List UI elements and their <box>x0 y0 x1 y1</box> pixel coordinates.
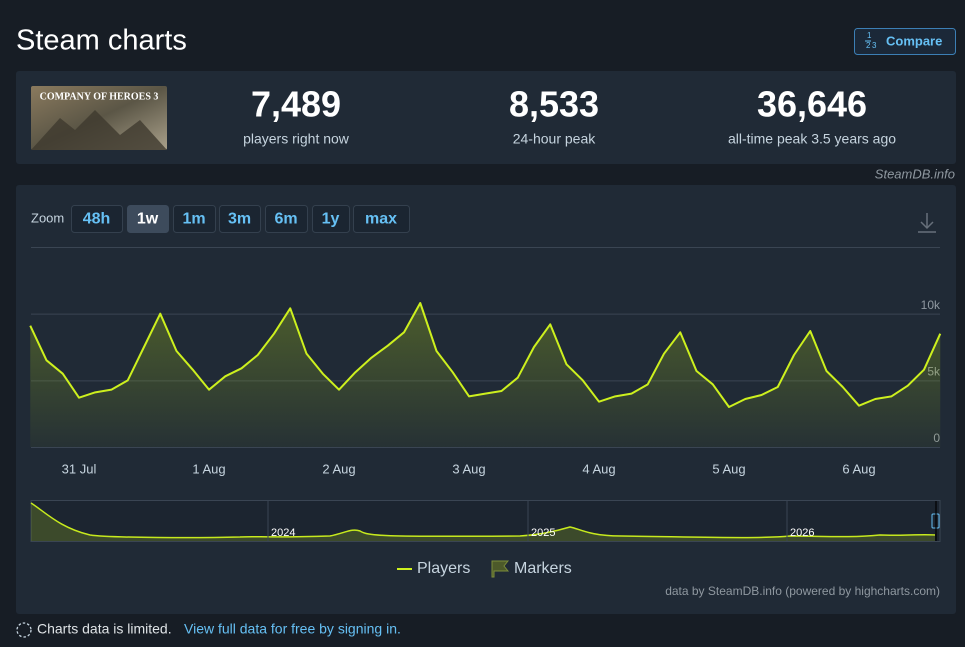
zoom-button-frame[interactable] <box>219 205 261 233</box>
zoom-button-frame[interactable] <box>265 205 308 233</box>
x-tick-label: 2 Aug <box>322 461 355 476</box>
x-tick-label: 5 Aug <box>712 461 745 476</box>
zoom-button-frame[interactable] <box>127 205 169 233</box>
zoom-button-label[interactable]: max <box>365 211 397 228</box>
x-tick-label: 3 Aug <box>452 461 485 476</box>
zoom-button-frame[interactable] <box>312 205 350 233</box>
stat-label: all-time peak 3.5 years ago <box>728 131 896 147</box>
source-label: SteamDB.info <box>875 166 955 181</box>
page-title: Steam charts <box>16 25 187 57</box>
zoom-button-frame[interactable] <box>173 205 216 233</box>
compare-icon: 2 <box>866 41 871 50</box>
game-image-art <box>31 110 167 150</box>
zoom-button-frame[interactable] <box>353 205 410 233</box>
stats-panel <box>16 71 956 164</box>
zoom-button[interactable]: 3m <box>219 205 261 233</box>
stat-label: players right now <box>243 131 350 147</box>
legend: Players <box>397 560 470 577</box>
legend-label[interactable]: Players <box>417 560 470 577</box>
stat-label: 24-hour peak <box>513 131 597 147</box>
compare-icon: 3 <box>872 41 877 50</box>
zoom-buttons: 48h 1w 1m 3m 6m 1y max <box>71 205 410 233</box>
navigator-label: 2025 <box>531 527 555 539</box>
compare-button-frame[interactable] <box>854 28 956 55</box>
zoom-button[interactable]: max <box>353 205 410 233</box>
zoom-button-label[interactable]: 1m <box>182 211 205 228</box>
navigator-line <box>30 502 936 539</box>
navigator-area <box>31 503 935 541</box>
zoom-label: Zoom <box>31 210 64 225</box>
footer-notice: Charts data is limited. <box>37 621 172 637</box>
stat-value: 8,533 <box>509 84 599 125</box>
compare-label[interactable]: Compare <box>886 33 942 48</box>
x-tick-label: 31 Jul <box>62 461 97 476</box>
x-tick-label: 1 Aug <box>192 461 225 476</box>
zoom-button-frame[interactable] <box>71 205 123 233</box>
zoom-button-label[interactable]: 6m <box>274 211 297 228</box>
series-area <box>30 303 941 447</box>
navigator <box>30 500 941 542</box>
navigator-label: 2026 <box>790 527 814 539</box>
footer-link[interactable]: View full data for free by signing in. <box>184 621 401 637</box>
x-tick-label: 4 Aug <box>582 461 615 476</box>
compare-icon: 1 <box>867 31 872 40</box>
zoom-button-label[interactable]: 48h <box>83 211 111 228</box>
download-icon-arrow <box>920 221 934 230</box>
legend-markers-icon <box>491 560 510 578</box>
stat-value: 36,646 <box>757 84 867 125</box>
zoom-button-label[interactable]: 1y <box>322 211 340 228</box>
credit: data by SteamDB.info (powered by highcha… <box>665 584 940 598</box>
zoom-button[interactable]: 1y <box>312 205 350 233</box>
zoom-button[interactable]: 48h <box>71 205 123 233</box>
x-tick-label: 6 Aug <box>842 461 875 476</box>
zoom-button[interactable]: 6m <box>265 205 308 233</box>
zoom-button[interactable]: 1m <box>173 205 216 233</box>
compare-button[interactable]: 1 2 3 Compare <box>854 28 956 55</box>
series-line <box>29 302 942 408</box>
zoom-button[interactable]: 1w <box>127 205 169 233</box>
stat-value: 7,489 <box>251 84 341 125</box>
zoom-button-label[interactable]: 3m <box>228 211 251 228</box>
game-image-text: COMPANY OF HEROES 3 <box>40 91 159 102</box>
legend-label[interactable]: Markers <box>514 560 572 577</box>
download-icon[interactable] <box>918 213 936 233</box>
navigator-label: 2024 <box>271 527 295 539</box>
y-tick-label: 10k <box>921 298 941 312</box>
zoom-button-label[interactable]: 1w <box>137 211 159 228</box>
limited-icon <box>16 622 32 638</box>
